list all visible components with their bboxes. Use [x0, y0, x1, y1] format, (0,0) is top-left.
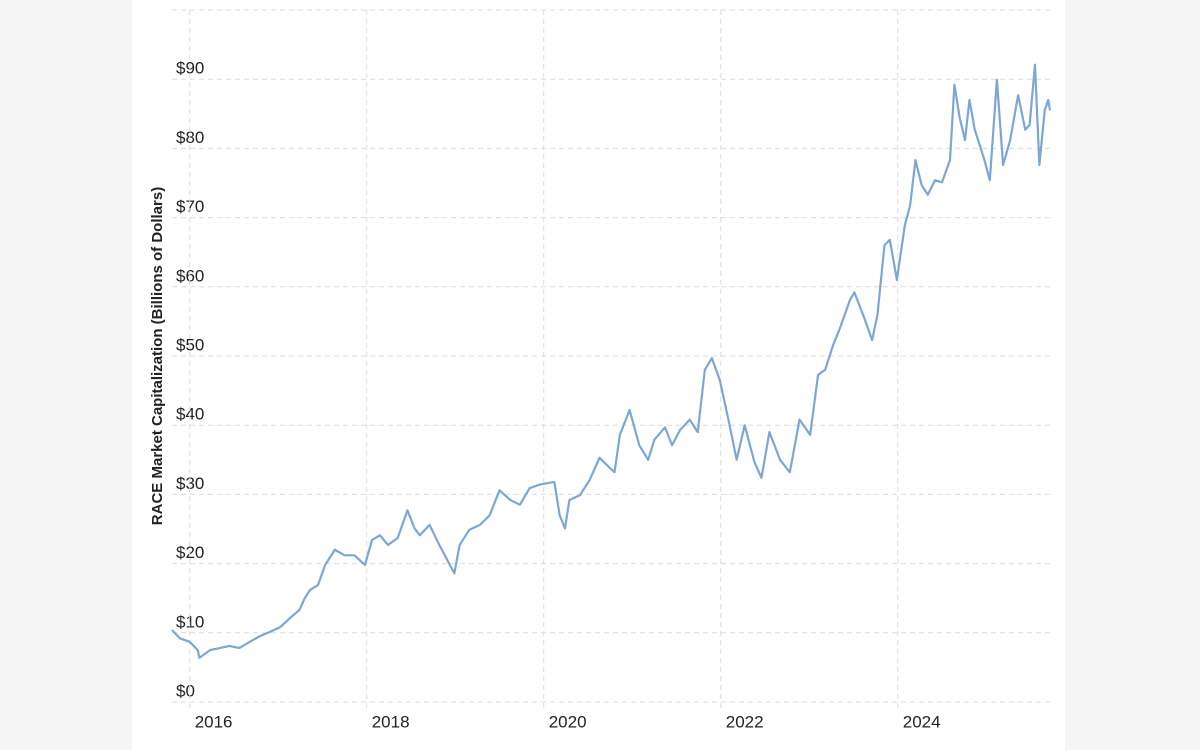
y-tick-label: $30 — [176, 474, 204, 493]
x-tick-label: 2022 — [726, 712, 764, 731]
x-tick-label: 2024 — [903, 712, 941, 731]
x-tick-label: 2016 — [195, 712, 233, 731]
series-line — [171, 63, 1052, 659]
y-tick-label: $0 — [176, 681, 195, 700]
y-axis-label: RACE Market Capitalization (Billions of … — [149, 187, 166, 525]
x-tick-label: 2020 — [549, 712, 587, 731]
chart-panel — [132, 0, 1065, 750]
x-tick-label: 2018 — [372, 712, 410, 731]
y-tick-label: $40 — [176, 405, 204, 424]
y-tick-label: $10 — [176, 612, 204, 631]
y-tick-label: $70 — [176, 197, 204, 216]
